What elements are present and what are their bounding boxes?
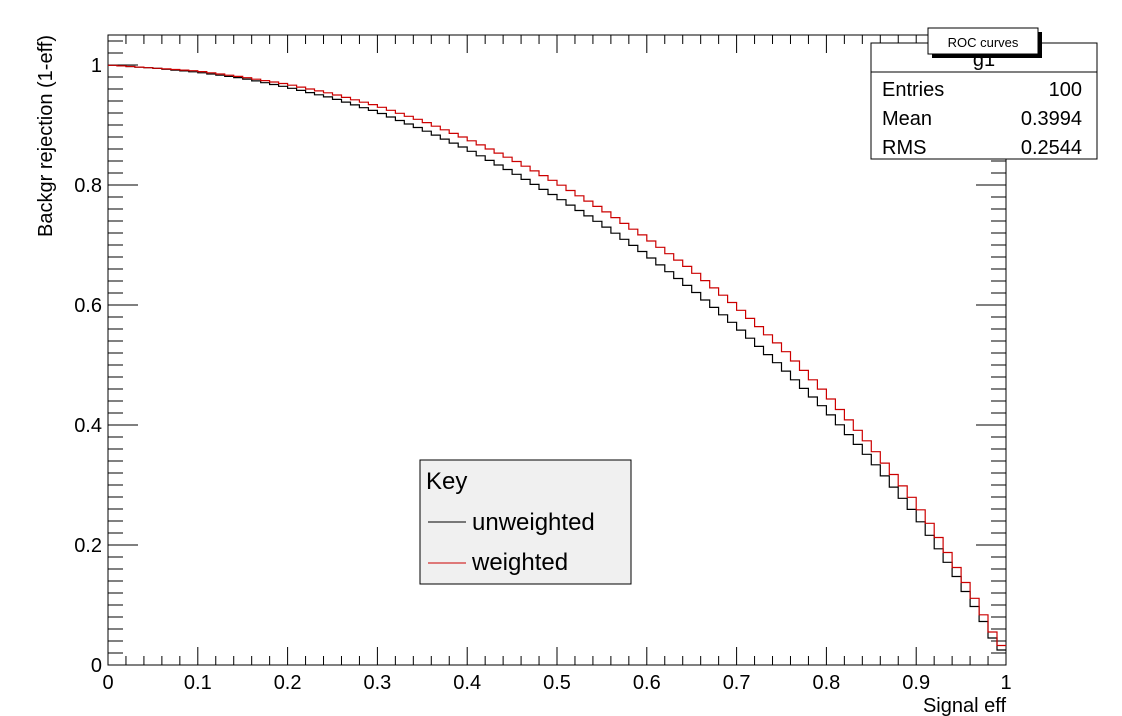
y-tick-label: 0.2 [74, 535, 102, 557]
stats-row-label: RMS [882, 137, 926, 159]
x-tick-label: 0.6 [633, 672, 661, 694]
legend: Key unweighted weighted [419, 459, 632, 585]
x-tick-label: 0.1 [184, 672, 212, 694]
series-line-weighted [108, 64, 1006, 647]
x-tick-label: 0.4 [453, 672, 481, 694]
stats-row-label: Mean [882, 108, 932, 130]
y-tick-label: 0.8 [74, 175, 102, 197]
y-tick-label: 1 [91, 55, 102, 77]
y-tick-label: 0 [91, 655, 102, 677]
legend-label-weighted: weighted [471, 549, 568, 576]
stats-box: g1 Entries 100 Mean 0.3994 RMS 0.2544 [870, 42, 1098, 160]
legend-label-unweighted: unweighted [472, 509, 595, 536]
legend-title: Key [426, 468, 467, 495]
x-tick-label: 0.7 [723, 672, 751, 694]
stats-row-value: 0.2544 [1021, 137, 1082, 159]
x-axis-label: Signal eff [923, 695, 1006, 716]
x-tick-label: 0.3 [363, 672, 391, 694]
y-tick-label: 0.6 [74, 295, 102, 317]
series-layer [108, 64, 1006, 651]
chart-title: ROC curves [948, 35, 1019, 50]
stats-row-value: 0.3994 [1021, 108, 1082, 130]
x-tick-label: 0.5 [543, 672, 571, 694]
y-tick-label: 0.4 [74, 415, 102, 437]
x-tick-label: 0.9 [902, 672, 930, 694]
title-box: ROC curves [927, 27, 1042, 58]
x-tick-label: 0 [102, 672, 113, 694]
stats-row-value: 100 [1049, 79, 1082, 101]
stats-row-label: Entries [882, 79, 944, 101]
x-tick-label: 0.2 [274, 672, 302, 694]
x-tick-label: 0.8 [812, 672, 840, 694]
y-axis-label: Backgr rejection (1-eff) [35, 35, 57, 237]
x-tick-label: 1 [1000, 672, 1011, 694]
